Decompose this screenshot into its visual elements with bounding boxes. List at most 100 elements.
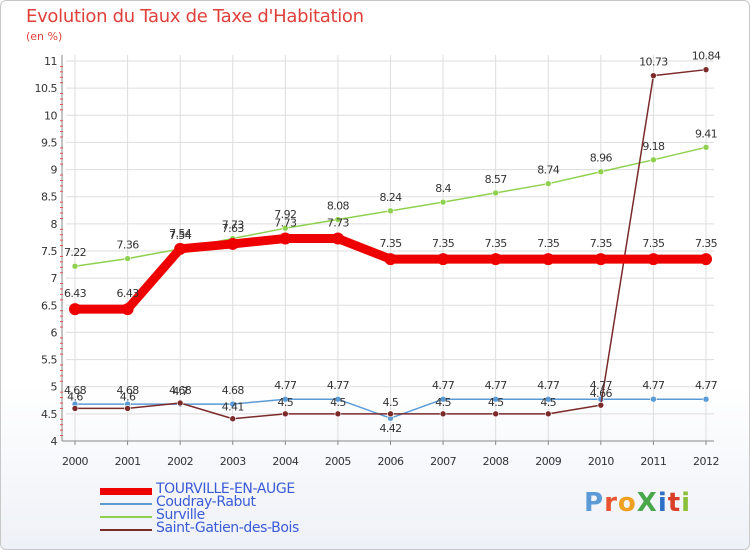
logo-letter: X [636, 488, 658, 518]
data-label: 4.7 [172, 385, 188, 398]
data-point [492, 410, 499, 418]
x-tick-label: 2007 [430, 455, 456, 468]
legend-swatch-tourville [100, 488, 152, 495]
data-point [597, 168, 605, 176]
legend-swatch-saint-gatien [100, 529, 152, 531]
legend-swatch-coudray [100, 503, 152, 505]
data-label: 7.35 [642, 237, 665, 250]
data-point [71, 262, 79, 270]
data-point [334, 216, 342, 223]
data-point [282, 224, 289, 232]
y-tick-label: 10 [44, 109, 57, 122]
data-label: 8.57 [485, 173, 508, 186]
data-label: 7.35 [590, 237, 613, 250]
data-label: 7.73 [327, 217, 350, 230]
data-label: 4.77 [274, 379, 297, 392]
data-label: 4.68 [117, 384, 140, 397]
y-tick-label: 5.5 [41, 354, 57, 367]
data-point [331, 232, 344, 245]
data-label: 9.18 [642, 140, 665, 153]
data-label: 7.35 [379, 237, 402, 250]
data-point [437, 253, 450, 266]
data-point [544, 395, 552, 403]
data-label: 8.4 [435, 182, 451, 195]
y-tick-label: 7 [51, 272, 58, 285]
data-point [700, 253, 712, 266]
data-label: 8.24 [379, 191, 402, 204]
data-label: 4.77 [642, 379, 665, 392]
y-tick-label: 7.5 [41, 245, 57, 258]
data-point [439, 198, 447, 206]
data-labels: 6.43 6.437.54 7.63 7.73 7.737.35 7.35 7.35 7.35… [64, 50, 721, 436]
data-point [69, 303, 81, 316]
data-point [334, 410, 342, 418]
y-tick-label: 8.5 [41, 191, 57, 204]
data-label: 4.66 [590, 387, 613, 400]
x-tick-label: 2005 [325, 455, 351, 468]
y-tick-label: 4 [51, 435, 58, 448]
x-tick-label: 2006 [378, 455, 404, 468]
y-tick-label: 4.5 [41, 408, 57, 421]
logo-letter: i [681, 488, 692, 518]
logo-letter: i [657, 488, 668, 518]
x-tick-label: 2001 [115, 455, 141, 468]
data-label: 9.41 [695, 127, 717, 140]
data-point [226, 237, 239, 250]
data-label: 4.5 [435, 396, 451, 409]
data-point [544, 410, 552, 418]
legend-label: TOURVILLE-EN-AUGE [156, 481, 295, 497]
x-tick-label: 2011 [640, 455, 666, 468]
data-label: 4.77 [485, 379, 508, 392]
data-point [282, 410, 289, 418]
data-point [492, 189, 499, 197]
data-label: 4.5 [383, 396, 399, 409]
data-label: 4.77 [537, 379, 560, 392]
x-tick-label: 2008 [483, 455, 509, 468]
logo-letter: P [584, 488, 605, 518]
data-point [229, 415, 237, 423]
data-point [71, 405, 79, 412]
data-point [647, 253, 660, 266]
data-point [279, 232, 292, 245]
data-label: 4.68 [222, 384, 245, 397]
data-point [174, 242, 187, 255]
data-label: 7.63 [222, 222, 245, 235]
page-title: Evolution du Taux de Taxe d'Habitation [26, 6, 364, 27]
data-point [439, 410, 447, 418]
legend-label: Saint-Gatien-des-Bois [156, 520, 299, 536]
data-point [387, 410, 394, 418]
data-label: 4.77 [432, 379, 455, 392]
data-label: 8.96 [590, 152, 613, 165]
x-tick-label: 2010 [588, 455, 614, 468]
data-point [597, 401, 605, 409]
data-label: 4.5 [540, 396, 556, 409]
data-point [650, 72, 657, 79]
data-label: 4.77 [590, 379, 613, 392]
y-tick-label: 6 [51, 326, 58, 339]
logo-letter: r [604, 488, 618, 518]
data-point [544, 180, 552, 187]
data-point [542, 253, 555, 266]
data-point [492, 395, 499, 403]
data-point [124, 255, 131, 262]
data-label: 7.35 [432, 237, 455, 250]
data-label: 8.08 [327, 200, 350, 213]
y-tick-label: 6.5 [41, 299, 57, 312]
data-label: 10.84 [692, 50, 721, 63]
data-point [594, 253, 607, 266]
x-tick-label: 2002 [167, 455, 193, 468]
axes: 4 4.5 5 5.5 6 6.5 7 7.5 8 8.5 9 9.5 10 10.5 11 2000 2001… [35, 55, 720, 468]
data-label: 7.36 [117, 239, 140, 252]
x-tick-label: 2009 [535, 455, 561, 468]
data-point [124, 405, 131, 412]
y-tick-label: 8 [51, 218, 58, 231]
y-unit-label: (en %) [26, 30, 63, 43]
legend-label: Surville [156, 507, 205, 523]
legend-label: Coudray-Rabut [156, 494, 256, 510]
y-tick-label: 9.5 [41, 136, 57, 149]
data-label: 4.42 [379, 422, 401, 435]
data-label: 7.73 [222, 219, 245, 232]
x-tick-label: 2003 [220, 455, 246, 468]
